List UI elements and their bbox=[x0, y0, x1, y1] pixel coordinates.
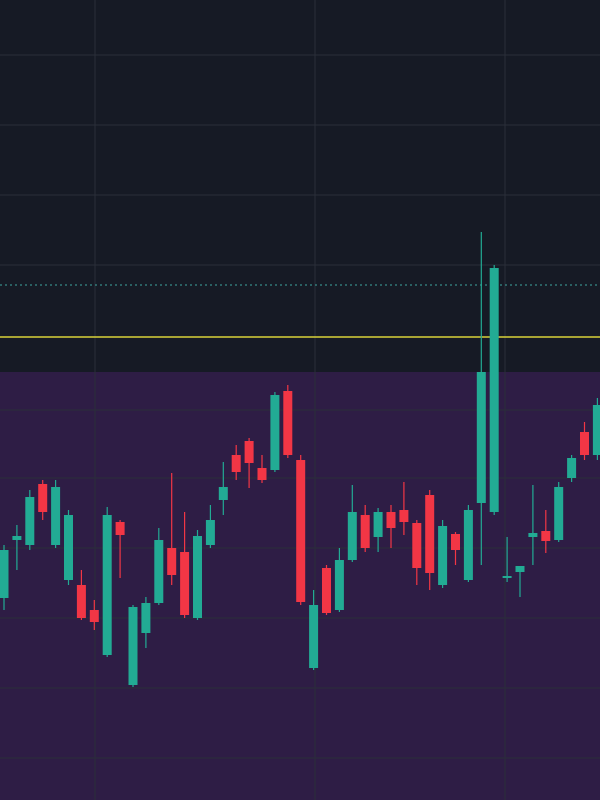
candle-body bbox=[580, 432, 589, 455]
candle-body bbox=[38, 484, 48, 512]
candle-body bbox=[554, 487, 564, 540]
candle-body bbox=[567, 458, 577, 478]
candle-body bbox=[205, 520, 215, 545]
candle-body bbox=[309, 605, 319, 668]
candle-body bbox=[115, 522, 125, 535]
candle-body bbox=[386, 512, 396, 528]
candle-body bbox=[399, 510, 409, 522]
candle-body bbox=[128, 607, 138, 685]
candle-body bbox=[76, 585, 86, 618]
candle-body bbox=[412, 523, 422, 568]
candle-body bbox=[25, 497, 35, 545]
candle-body bbox=[592, 405, 600, 455]
candle-body bbox=[373, 512, 383, 537]
candle-body bbox=[528, 533, 538, 537]
candle-body bbox=[64, 515, 73, 580]
candle-body bbox=[218, 487, 228, 500]
candle-body bbox=[334, 560, 344, 610]
candle-body bbox=[89, 610, 99, 622]
candle-body bbox=[541, 531, 551, 541]
candle-body bbox=[502, 576, 512, 578]
candle-body bbox=[141, 603, 151, 633]
candle-body bbox=[489, 268, 499, 512]
candle-body bbox=[51, 487, 61, 545]
candle-body bbox=[451, 534, 460, 550]
candle-body bbox=[360, 515, 370, 548]
candle-body bbox=[244, 441, 254, 463]
candle-body bbox=[425, 495, 435, 573]
candle-body bbox=[154, 540, 164, 603]
candle-body bbox=[438, 526, 448, 585]
candle-body bbox=[102, 515, 112, 655]
candle-body bbox=[322, 568, 331, 613]
candle-body bbox=[12, 536, 22, 540]
candle-body bbox=[270, 395, 280, 470]
candle-body bbox=[515, 566, 525, 572]
candle-body bbox=[347, 512, 357, 560]
candle-body bbox=[231, 455, 241, 472]
candle-body bbox=[193, 536, 202, 618]
candle-body bbox=[257, 468, 267, 480]
candle-body bbox=[180, 552, 190, 615]
candle-body bbox=[283, 391, 293, 455]
candle-body bbox=[167, 548, 177, 575]
candle-body bbox=[463, 510, 473, 580]
candle-body bbox=[296, 460, 306, 602]
candle-body bbox=[476, 372, 486, 503]
candle-body bbox=[0, 550, 9, 598]
